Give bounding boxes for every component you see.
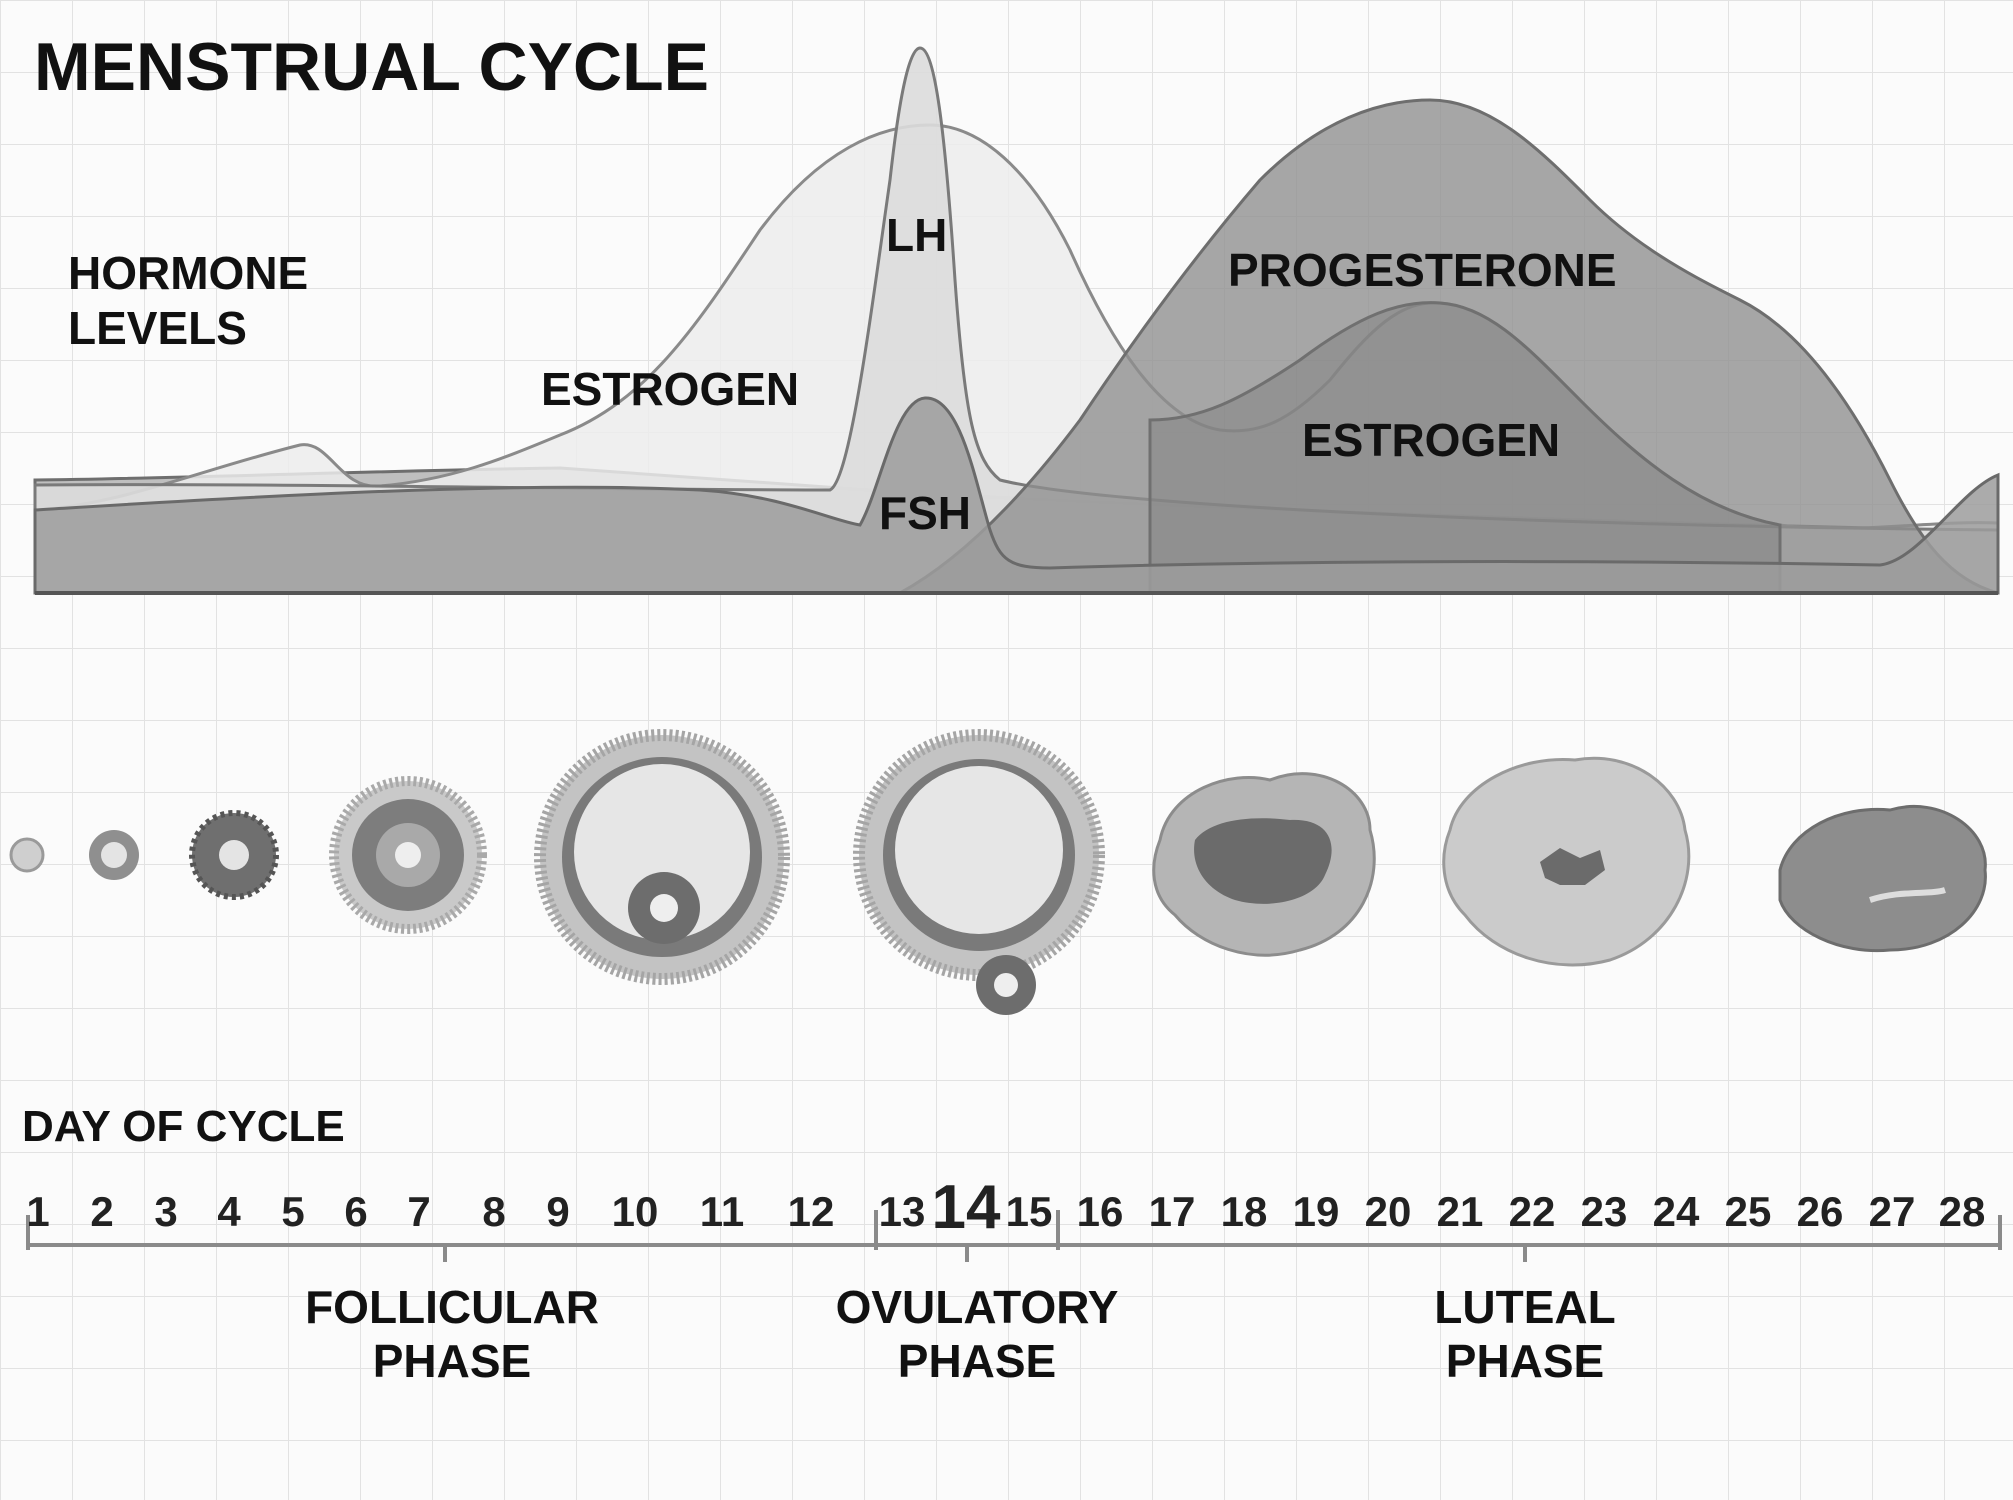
fsh-curve: [33, 396, 2000, 595]
day-label: 19: [1292, 1188, 1340, 1235]
follicle-stage-6-ovulation: [853, 729, 1105, 1015]
fsh-label: FSH: [879, 487, 971, 539]
corpus-luteum-stage-2: [1442, 756, 1691, 967]
day-label: 13: [878, 1188, 926, 1235]
day-label: 10: [611, 1188, 659, 1235]
day-label: 11: [699, 1188, 745, 1235]
corpus-luteum-stage-1: [1152, 772, 1376, 957]
estrogen-luteal-peak: [1148, 301, 1782, 595]
day-of-cycle-label: DAY OF CYCLE: [22, 1102, 345, 1151]
follicle-stage-4: [329, 776, 487, 934]
day-label: 23: [1580, 1188, 1628, 1235]
day-label: 17: [1148, 1188, 1196, 1235]
day-label: 3: [154, 1188, 178, 1235]
day-label: 27: [1868, 1188, 1916, 1235]
day-label: 4: [217, 1188, 241, 1235]
estrogen-luteal-label: ESTROGEN: [1302, 414, 1561, 466]
estrogen-label: ESTROGEN: [541, 363, 800, 415]
day-label: 2: [90, 1188, 114, 1235]
day-label: 6: [344, 1188, 368, 1235]
day-label: 16: [1076, 1188, 1124, 1235]
day-label: 24: [1652, 1188, 1700, 1235]
progesterone-label: PROGESTERONE: [1228, 244, 1617, 296]
day-label: 25: [1724, 1188, 1772, 1235]
follicular-phase-label: FOLLICULAR PHASE: [305, 1281, 599, 1387]
day-label: 22: [1508, 1188, 1556, 1235]
day-label: 12: [787, 1188, 835, 1235]
day-label: 28: [1938, 1188, 1986, 1235]
follicle-stage-3: [189, 810, 279, 900]
follicle-stage-2: [89, 830, 139, 880]
follicle-stage-1: [9, 837, 45, 873]
luteal-phase-label: LUTEAL PHASE: [1434, 1281, 1616, 1387]
corpus-albicans-stage: [1778, 804, 1987, 953]
day-label: 20: [1364, 1188, 1412, 1235]
page-title: MENSTRUAL CYCLE: [34, 29, 709, 105]
ovulatory-phase-label: OVULATORY PHASE: [835, 1281, 1119, 1387]
day-label: 15: [1005, 1188, 1053, 1235]
day-label: 1: [26, 1188, 50, 1235]
day-axis: [26, 1210, 2002, 1262]
day-label: 21: [1436, 1188, 1484, 1235]
day-label: 5: [281, 1188, 305, 1235]
progesterone-curve: [899, 98, 1999, 595]
follicle-stage-5: [534, 729, 790, 985]
day-label: 18: [1220, 1188, 1268, 1235]
day-label: 26: [1796, 1188, 1844, 1235]
day-label: 9: [546, 1188, 570, 1235]
day-label: 7: [407, 1188, 431, 1235]
day-label: 8: [482, 1188, 506, 1235]
hormone-levels-label: HORMONE LEVELS: [68, 247, 309, 354]
day-label: 14: [931, 1173, 1001, 1242]
lh-label: LH: [886, 209, 948, 261]
